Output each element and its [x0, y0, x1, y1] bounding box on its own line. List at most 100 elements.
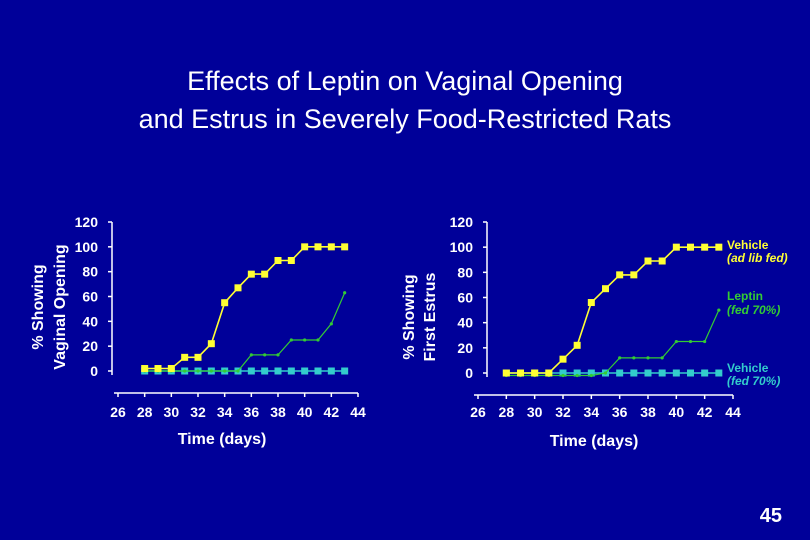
data-point-vehicle_ad_lib — [141, 365, 149, 373]
data-point-vehicle_ad_lib — [587, 299, 595, 307]
x-tick-label: 36 — [612, 404, 628, 420]
data-point-vehicle_fed70 — [327, 367, 335, 375]
x-tick-label: 38 — [640, 404, 656, 420]
data-point-vehicle_fed70 — [261, 367, 269, 375]
data-point-leptin — [276, 353, 280, 357]
y-tick-label: 80 — [82, 264, 98, 280]
data-point-vehicle_ad_lib — [658, 257, 666, 265]
data-point-vehicle_fed70 — [658, 369, 666, 377]
slide-title-line-1: Effects of Leptin on Vaginal Opening — [187, 66, 623, 96]
data-point-vehicle_fed70 — [314, 367, 322, 375]
data-point-vehicle_ad_lib — [644, 257, 652, 265]
data-point-vehicle_fed70 — [630, 369, 638, 377]
data-point-vehicle_ad_lib — [287, 256, 295, 264]
data-point-vehicle_fed70 — [616, 369, 624, 377]
y-tick-label: 100 — [75, 239, 99, 255]
data-point-vehicle_ad_lib — [559, 355, 567, 363]
legend: Vehicle(ad lib fed)Leptin(fed 70%)Vehicl… — [727, 238, 788, 388]
data-point-vehicle_ad_lib — [672, 243, 680, 251]
x-tick-label: 26 — [110, 404, 126, 420]
data-point-vehicle_fed70 — [559, 369, 567, 377]
x-tick-label: 28 — [137, 404, 153, 420]
data-point-vehicle_ad_lib — [630, 271, 638, 279]
data-point-vehicle_ad_lib — [234, 284, 242, 292]
data-point-vehicle_fed70 — [687, 369, 694, 377]
x-tick-label: 38 — [270, 404, 286, 420]
data-point-leptin — [603, 371, 608, 375]
y-tick-label: 20 — [82, 338, 98, 354]
data-point-leptin — [589, 373, 593, 378]
y-tick-label: 120 — [75, 214, 99, 230]
y-axis-label-line-2: First Estrus — [422, 272, 439, 361]
data-point-vehicle_ad_lib — [531, 369, 539, 377]
data-point-vehicle_fed70 — [247, 367, 255, 375]
data-point-leptin — [646, 356, 650, 360]
data-point-leptin — [329, 322, 333, 326]
legend-label-vehicle_ad_lib: Vehicle — [727, 238, 769, 252]
x-tick-label: 42 — [697, 404, 713, 420]
x-tick-label: 30 — [164, 404, 180, 420]
data-point-vehicle_ad_lib — [221, 299, 229, 307]
data-point-vehicle_fed70 — [715, 369, 723, 377]
data-point-leptin — [618, 356, 622, 360]
data-point-vehicle_ad_lib — [701, 243, 709, 251]
data-point-leptin — [183, 369, 187, 373]
data-point-vehicle_ad_lib — [301, 243, 309, 251]
y-axis-label-line-1: % Showing — [30, 264, 47, 349]
data-point-vehicle_fed70 — [301, 367, 309, 375]
y-tick-label: 120 — [450, 214, 474, 230]
slide-title-line-2: and Estrus in Severely Food-Restricted R… — [138, 104, 672, 134]
data-point-vehicle_fed70 — [672, 369, 680, 377]
data-point-leptin — [236, 369, 240, 373]
data-point-leptin — [196, 369, 200, 373]
data-point-leptin — [223, 369, 227, 373]
x-tick-label: 44 — [350, 404, 366, 420]
data-point-vehicle_ad_lib — [545, 369, 553, 377]
data-point-leptin — [632, 356, 636, 360]
legend-sublabel-leptin: (fed 70%) — [727, 303, 780, 317]
data-point-leptin — [263, 353, 267, 357]
y-tick-label: 40 — [82, 313, 98, 329]
data-point-vehicle_fed70 — [573, 369, 581, 377]
x-tick-label: 32 — [555, 404, 571, 420]
data-point-vehicle_ad_lib — [247, 270, 255, 278]
data-point-leptin — [688, 339, 693, 344]
data-point-vehicle_ad_lib — [602, 285, 609, 293]
data-point-vehicle_fed70 — [644, 369, 652, 377]
data-point-vehicle_ad_lib — [327, 243, 335, 251]
y-tick-label: 0 — [465, 365, 473, 381]
data-point-vehicle_ad_lib — [207, 340, 215, 348]
data-point-vehicle_fed70 — [287, 367, 295, 375]
y-tick-label: 60 — [457, 290, 473, 306]
series-line-leptin — [506, 309, 720, 377]
data-point-vehicle_fed70 — [701, 369, 709, 377]
data-point-vehicle_ad_lib — [181, 353, 189, 361]
slide-number: 45 — [759, 505, 782, 527]
series-line-vehicle_ad_lib — [506, 246, 719, 374]
y-tick-label: 20 — [457, 340, 473, 356]
data-point-leptin — [249, 353, 253, 357]
data-point-vehicle_ad_lib — [167, 365, 175, 373]
data-point-vehicle_ad_lib — [274, 256, 282, 264]
x-axis-label: Time (days) — [550, 433, 639, 450]
data-point-vehicle_ad_lib — [687, 243, 694, 251]
chart-vaginal-opening: 120 100 80 60 40 20 0 26 28 30 32 34 36 38 40 42 44 Time … — [30, 214, 366, 448]
data-point-vehicle_ad_lib — [715, 243, 723, 251]
legend-sublabel-vehicle_fed70: (fed 70%) — [727, 374, 780, 388]
series-line-vehicle_ad_lib — [144, 246, 345, 370]
data-point-vehicle_ad_lib — [314, 243, 322, 251]
x-tick-label: 36 — [244, 404, 260, 420]
x-axis-label: Time (days) — [178, 431, 267, 448]
data-point-vehicle_ad_lib — [517, 369, 524, 377]
data-point-leptin — [660, 356, 664, 360]
data-point-vehicle_ad_lib — [502, 369, 510, 377]
legend-sublabel-vehicle_ad_lib: (ad lib fed) — [727, 251, 788, 265]
data-point-vehicle_ad_lib — [573, 341, 581, 349]
data-point-leptin — [674, 339, 678, 344]
data-point-leptin — [717, 308, 721, 312]
x-tick-label: 32 — [190, 404, 206, 420]
data-point-leptin — [343, 291, 347, 295]
data-point-leptin — [209, 369, 213, 373]
data-point-vehicle_ad_lib — [154, 365, 162, 373]
